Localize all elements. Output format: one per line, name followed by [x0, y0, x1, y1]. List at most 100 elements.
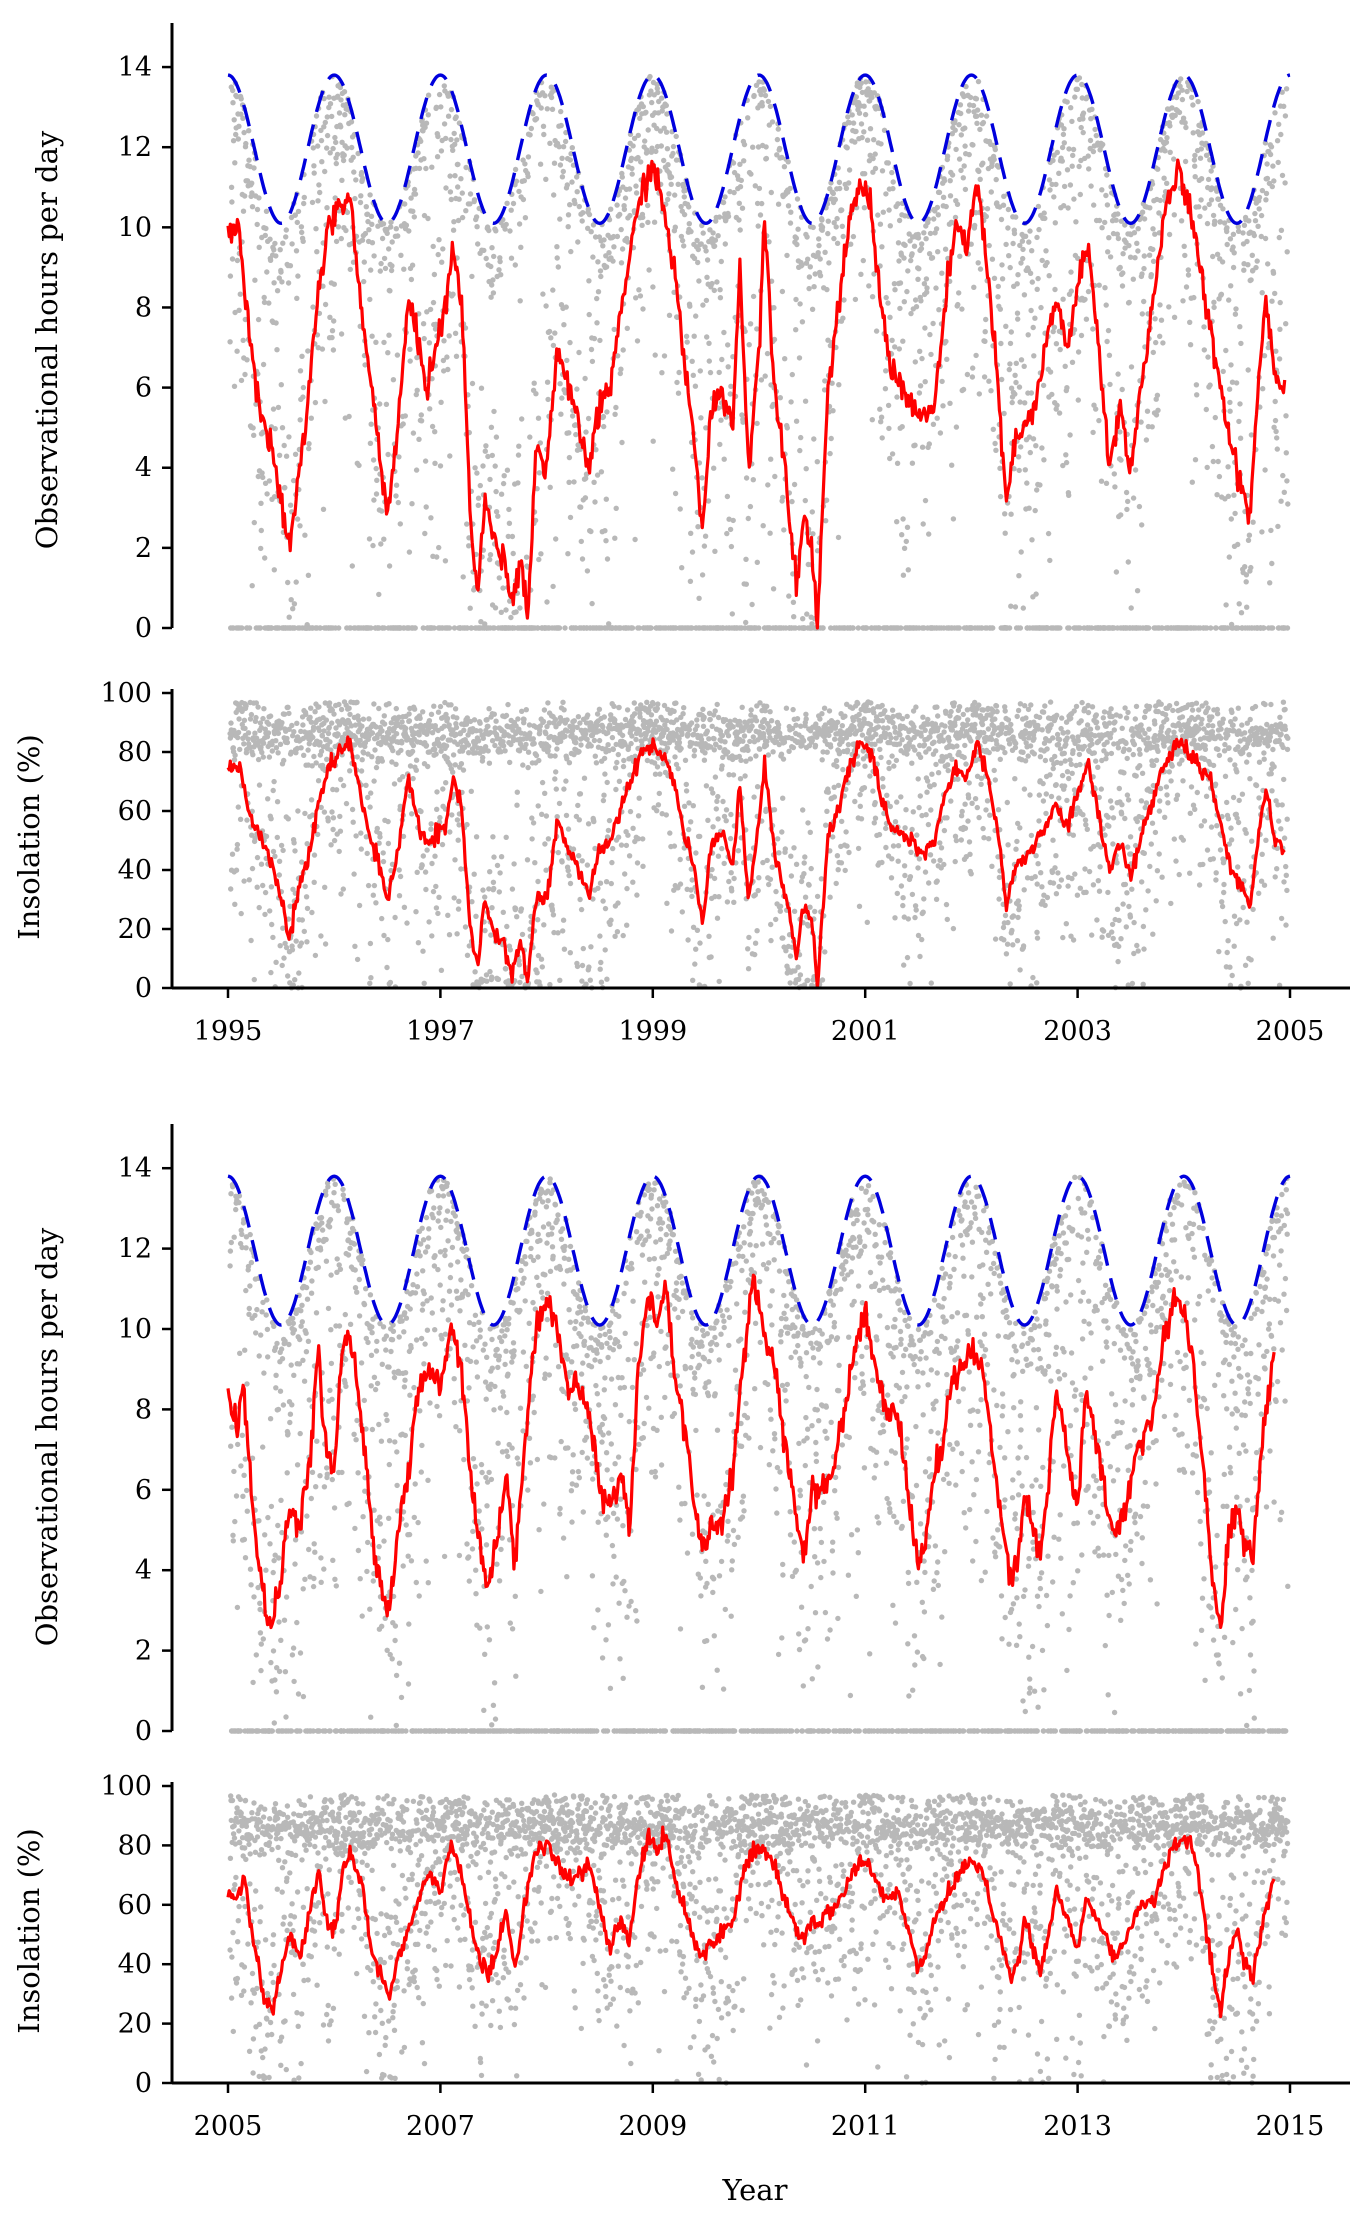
- scatter-dot: [332, 134, 338, 141]
- scatter-dot: [509, 533, 516, 540]
- scatter-dot: [346, 413, 352, 420]
- scatter-dot: [1194, 392, 1200, 398]
- scatter-dot: [260, 474, 266, 481]
- scatter-dot: [360, 716, 367, 722]
- scatter-dot: [956, 156, 963, 162]
- scatter-dot: [606, 817, 613, 824]
- scatter-dot: [562, 138, 569, 145]
- scatter-dot: [1089, 106, 1095, 113]
- scatter-dot: [327, 314, 333, 320]
- scatter-dot: [768, 189, 774, 196]
- scatter-dot: [467, 605, 473, 611]
- scatter-dot: [977, 266, 984, 272]
- scatter-dot: [915, 235, 922, 241]
- scatter-dot: [533, 391, 539, 397]
- scatter-dot: [289, 722, 295, 729]
- scatter-dot: [815, 250, 821, 256]
- scatter-dot: [282, 484, 288, 491]
- scatter-dot: [452, 330, 459, 336]
- scatter-dot: [292, 977, 298, 983]
- scatter-dot: [252, 277, 258, 283]
- scatter-dot: [249, 865, 256, 872]
- scatter-dot: [758, 377, 765, 383]
- scatter-dot: [381, 339, 387, 346]
- scatter-dot: [653, 148, 659, 155]
- scatter-dot: [629, 625, 636, 631]
- scatter-dot: [322, 884, 328, 890]
- scatter-dot: [768, 456, 774, 462]
- scatter-dot: [1283, 86, 1290, 92]
- scatter-dot: [495, 513, 501, 519]
- scatter-dot: [672, 192, 678, 198]
- scatter-dot: [379, 508, 385, 514]
- scatter-dot: [935, 249, 941, 255]
- scatter-dot: [756, 625, 762, 631]
- scatter-dot: [289, 241, 295, 247]
- scatter-dot: [507, 759, 513, 766]
- scatter-dot: [754, 420, 760, 427]
- scatter-dot: [725, 342, 731, 348]
- scatter-dot: [909, 251, 915, 257]
- scatter-dot: [567, 339, 573, 346]
- scatter-dot: [1111, 471, 1118, 477]
- scatter-dot: [414, 869, 420, 875]
- scatter-dot: [527, 434, 533, 440]
- scatter-dot: [421, 156, 427, 162]
- scatter-dot: [281, 442, 287, 449]
- scatter-dot: [889, 451, 896, 457]
- scatter-dot: [455, 906, 462, 912]
- scatter-dot: [324, 145, 330, 151]
- scatter-dot: [609, 859, 615, 866]
- scatter-dot: [933, 226, 940, 232]
- scatter-dot: [1171, 314, 1178, 320]
- scatter-dot: [229, 256, 236, 262]
- scatter-dot: [608, 880, 614, 887]
- scatter-dot: [478, 385, 485, 391]
- scatter-dot: [396, 893, 403, 899]
- scatter-dot: [631, 700, 637, 706]
- scatter-dot: [367, 940, 374, 947]
- scatter-dot: [240, 208, 247, 214]
- scatter-dot: [750, 477, 756, 483]
- scatter-dot: [1227, 408, 1233, 414]
- scatter-dot: [554, 746, 560, 752]
- scatter-dot: [789, 498, 795, 505]
- scatter-dot: [999, 262, 1005, 268]
- scatter-dot: [1182, 120, 1188, 126]
- scatter-dot: [560, 928, 566, 934]
- scatter-dot: [770, 586, 777, 592]
- scatter-dot: [952, 127, 958, 133]
- scatter-dot: [1003, 323, 1009, 329]
- scatter-dot: [368, 975, 374, 981]
- scatter-dot: [294, 516, 301, 522]
- scatter-dot: [1201, 347, 1208, 353]
- scatter-dot: [379, 758, 385, 764]
- scatter-dot: [487, 556, 493, 563]
- scatter-dot: [291, 729, 297, 735]
- scatter-dot: [328, 842, 334, 848]
- scatter-dot: [1019, 238, 1026, 244]
- scatter-dot: [1126, 242, 1132, 249]
- scatter-dot: [1011, 230, 1018, 237]
- scatter-dot: [428, 826, 434, 832]
- scatter-dot: [455, 184, 461, 190]
- scatter-dot: [640, 103, 646, 110]
- scatter-dot: [999, 276, 1006, 282]
- scatter-dot: [558, 108, 564, 115]
- scatter-dot: [594, 295, 600, 302]
- scatter-dot: [496, 267, 502, 273]
- scatter-dot: [539, 779, 546, 786]
- scatter-dot: [566, 454, 573, 461]
- scatter-dot: [430, 243, 436, 250]
- scatter-dot: [697, 368, 703, 374]
- scatter-dot: [306, 445, 312, 452]
- scatter-dot: [962, 125, 968, 131]
- scatter-dot: [811, 436, 817, 442]
- scatter-dot: [340, 886, 346, 892]
- scatter-dot: [1191, 294, 1197, 301]
- scatter-dot: [923, 236, 929, 242]
- scatter-dot: [969, 374, 976, 380]
- scatter-dot: [269, 625, 275, 631]
- scatter-dot: [373, 465, 379, 472]
- scatter-dot: [359, 723, 365, 729]
